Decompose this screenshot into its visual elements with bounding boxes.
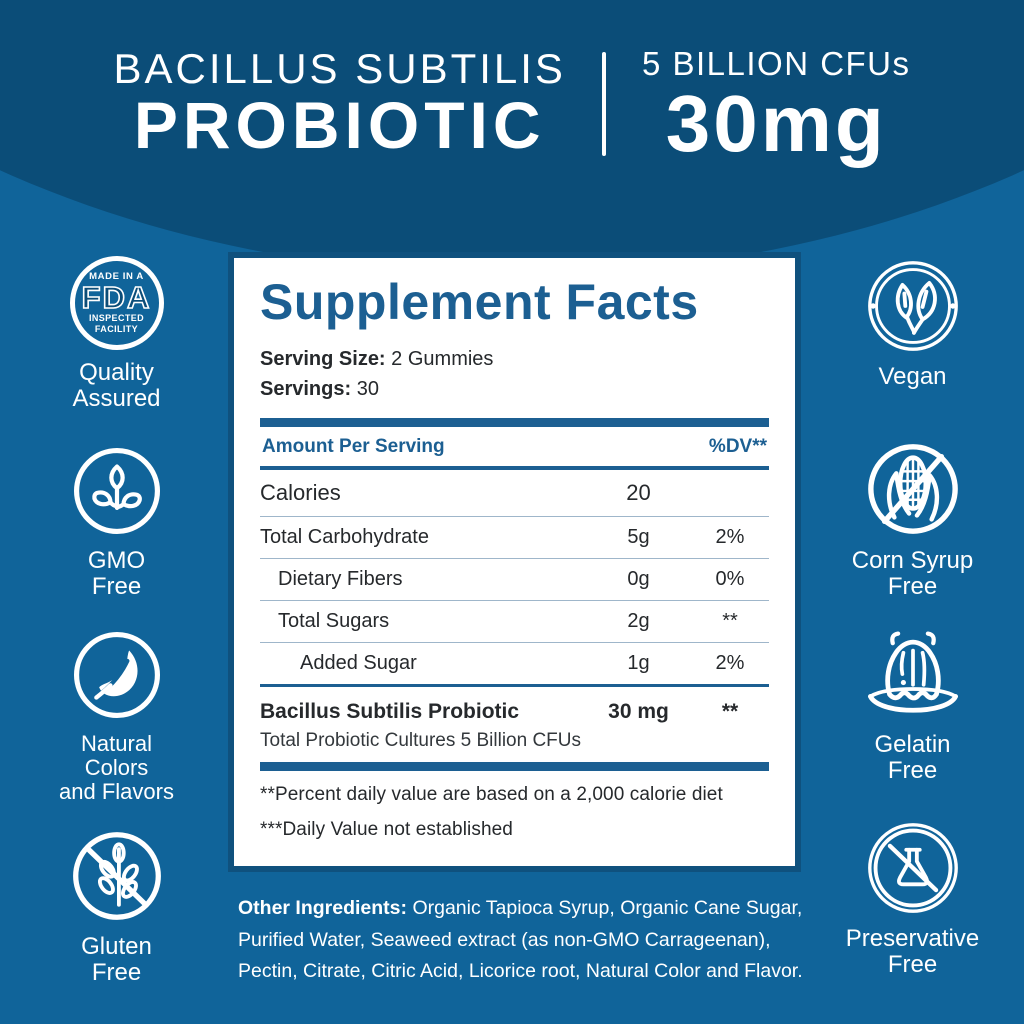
table-row: Dietary Fibers 0g 0% <box>260 559 769 601</box>
badge-gluten-free: Gluten Free <box>24 828 209 987</box>
table-header-row: Amount Per Serving %DV** <box>260 427 769 466</box>
row-amount: 30 mg <box>608 699 669 723</box>
row-amount: 5g <box>627 525 650 548</box>
fda-facility: FACILITY <box>94 324 139 334</box>
row-dv: 2% <box>715 525 745 548</box>
fda-arc-text: MADE IN A <box>89 271 144 283</box>
strength-cfus: 5 BILLION CFUs <box>641 45 911 82</box>
vegan-leaves-icon <box>867 261 958 351</box>
badge-label: Natural Colors and Flavors <box>59 731 174 805</box>
wheat-slash-icon <box>72 832 161 920</box>
header-curved-background <box>0 0 1024 275</box>
row-name: Added Sugar <box>300 651 417 674</box>
badge-label: Preservative Free <box>845 925 980 979</box>
other-ingredients-label: Other Ingredients: <box>238 897 408 919</box>
row-dv: 0% <box>715 567 745 590</box>
fda-inspected: INSPECTED <box>88 313 145 324</box>
flask-slash-icon <box>867 823 958 913</box>
header-divider <box>601 51 606 156</box>
amount-per-serving-header: Amount Per Serving <box>262 435 445 457</box>
badge-natural-colors-flavors: Natural Colors and Flavors <box>24 628 209 805</box>
product-name-line1: BACILLUS SUBTILIS <box>113 45 566 93</box>
corn-slash-icon <box>867 444 958 534</box>
badge-label: Gluten Free <box>81 933 152 987</box>
row-name: Calories <box>260 479 341 505</box>
product-name: BACILLUS SUBTILIS PROBIOTIC <box>113 45 566 163</box>
serving-info: Serving Size: 2 Gummies Servings: 30 <box>260 344 769 404</box>
table-bottom-bar <box>260 761 769 771</box>
serving-size-line: Serving Size: 2 Gummies <box>260 344 769 374</box>
sprout-icon <box>73 447 160 535</box>
dv-header: %DV** <box>708 435 767 457</box>
gelatin-icon <box>867 631 958 713</box>
table-header-rule <box>260 465 769 470</box>
servings-value: 30 <box>356 377 379 400</box>
badge-corn-syrup-free: Corn Syrup Free <box>820 440 1005 601</box>
panel-title: Supplement Facts <box>260 274 699 330</box>
badge-gmo-free: GMO Free <box>24 444 209 601</box>
row-dv: ** <box>721 699 739 723</box>
row-amount: 1g <box>627 651 650 674</box>
badge-gelatin-free: Gelatin Free <box>820 624 1005 785</box>
badge-quality-assured: MADE IN A FDA INSPECTED FACILITY Quality… <box>24 256 209 413</box>
serving-size-label: Serving Size: <box>260 347 386 370</box>
row-amount: 2g <box>627 609 650 632</box>
footnote-not-established: ***Daily Value not established <box>260 818 513 840</box>
other-ingredients-text: Organic Tapioca Syrup, Organic Cane Suga… <box>238 897 803 983</box>
leaf-icon <box>73 631 160 719</box>
row-dv: ** <box>722 609 738 632</box>
badge-label: Vegan <box>878 363 947 390</box>
supplement-facts-panel: Supplement Facts Serving Size: 2 Gummies… <box>228 252 801 872</box>
product-strength: 5 BILLION CFUs 30mg <box>642 44 911 164</box>
table-row: Added Sugar 1g 2% <box>260 643 769 687</box>
table-row: Calories 20 <box>260 470 769 517</box>
probiotic-row: Bacillus Subtilis Probiotic 30 mg ** <box>260 687 769 727</box>
header: BACILLUS SUBTILIS PROBIOTIC 5 BILLION CF… <box>0 44 1024 164</box>
row-name: Bacillus Subtilis Probiotic <box>260 699 520 723</box>
badge-label: Quality Assured <box>72 359 161 413</box>
fda-acronym: FDA <box>81 280 152 316</box>
table-row: Total Carbohydrate 5g 2% <box>260 517 769 559</box>
servings-label: Servings: <box>260 377 352 400</box>
badge-vegan: Vegan <box>820 258 1005 390</box>
table-row: Total Sugars 2g ** <box>260 601 769 643</box>
row-dv: 2% <box>715 651 745 674</box>
servings-line: Servings: 30 <box>260 374 769 404</box>
footnote-dv: **Percent daily value are based on a 2,0… <box>260 783 723 805</box>
other-ingredients: Other Ingredients: Organic Tapioca Syrup… <box>238 893 816 988</box>
row-name: Dietary Fibers <box>278 567 403 590</box>
row-name: Total Sugars <box>278 609 390 632</box>
table-top-bar <box>260 417 769 427</box>
badge-label: Corn Syrup Free <box>851 547 974 601</box>
badge-label: GMO Free <box>87 547 146 601</box>
serving-size-value: 2 Gummies <box>391 347 494 370</box>
probiotic-subtext: Total Probiotic Cultures 5 Billion CFUs <box>260 729 582 751</box>
row-amount: 0g <box>627 567 650 590</box>
row-name: Total Carbohydrate <box>260 525 429 548</box>
strength-mg: 30mg <box>665 78 887 168</box>
row-amount: 20 <box>626 479 651 505</box>
badge-preservative-free: Preservative Free <box>820 820 1005 979</box>
product-name-line2: PROBIOTIC <box>133 88 546 163</box>
fda-bottom-text: INSPECTED FACILITY <box>89 313 144 335</box>
fda-badge-icon: MADE IN A FDA INSPECTED FACILITY <box>69 256 164 350</box>
badge-label: Gelatin Free <box>874 731 951 785</box>
